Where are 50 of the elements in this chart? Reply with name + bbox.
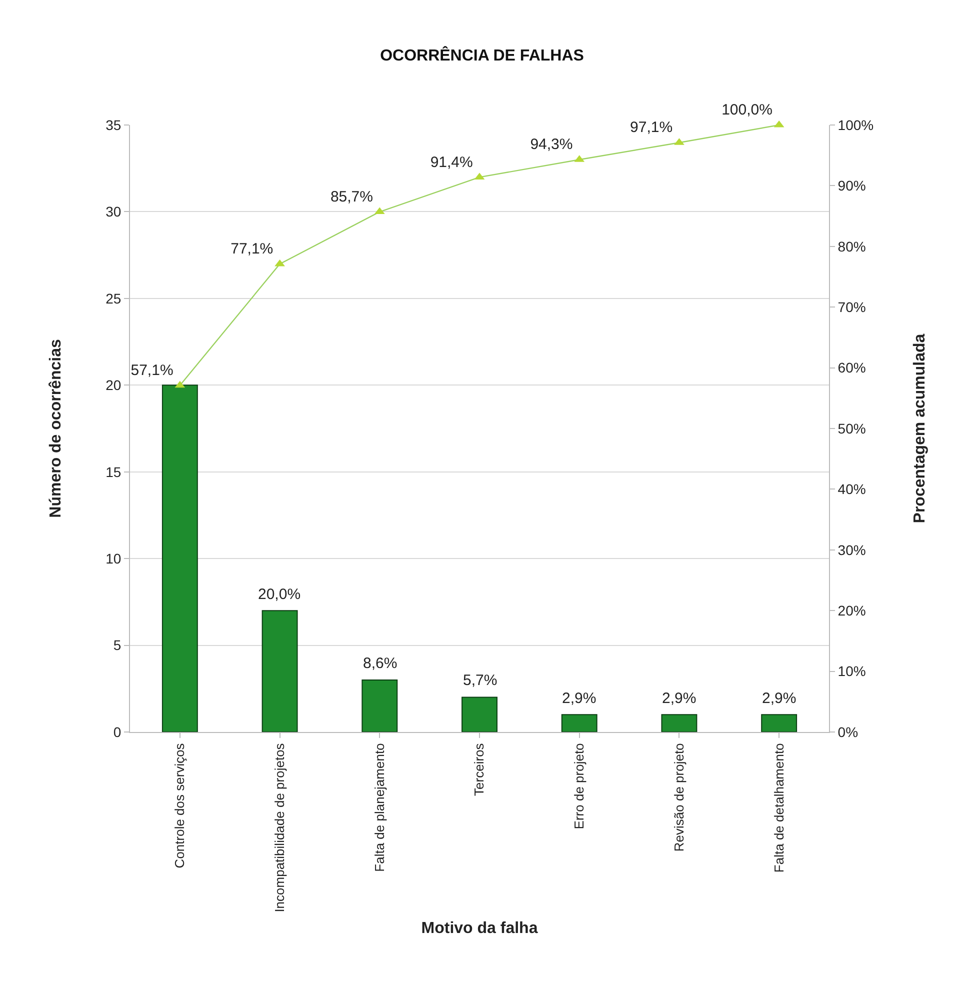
x-axis-title: Motivo da falha (421, 920, 538, 938)
x-tick-label: Terceiros (472, 742, 487, 796)
y2-tick-label: 30% (838, 542, 866, 558)
annotation: 2,9% (562, 690, 596, 707)
y-tick-label: 5 (113, 637, 122, 654)
y2-tick-label: 0% (838, 724, 858, 740)
bar (661, 714, 698, 732)
x-tick-label: Controle dos serviços (172, 742, 188, 868)
data-label: 57,1% (130, 362, 174, 380)
y2-tick-label: 90% (838, 178, 866, 194)
y2-tick-label: 100% (838, 116, 874, 133)
data-label: 97,1% (630, 119, 673, 136)
y-tick-label: 10 (106, 550, 122, 566)
y-tick-label: 35 (106, 116, 122, 133)
y2-tick-label: 50% (838, 420, 866, 436)
y2-tick-label: 10% (838, 663, 866, 680)
annotation: 8,6% (363, 655, 398, 672)
annotation: 20,0% (258, 586, 301, 603)
x-tick-label: Revisão de projeto (671, 743, 686, 852)
y-axis-title: Número de ocorrências (48, 339, 65, 518)
annotation: 2,9% (762, 690, 796, 707)
y-tick-label: 15 (106, 464, 122, 480)
y2-axis-title: Procentagem acumulada (911, 334, 928, 524)
bar (561, 714, 598, 732)
data-label: 85,7% (330, 188, 374, 206)
chart-title: OCORRÊNCIA DE FALHAS (380, 46, 584, 65)
data-label: 100,0% (722, 102, 772, 119)
y2-tick-label: 80% (838, 238, 866, 254)
y-tick-label: 30 (106, 204, 122, 220)
y2-tick-label: 20% (838, 602, 866, 618)
bar (462, 696, 498, 732)
annotation: 2,9% (662, 690, 696, 707)
y-tick-label: 20 (106, 377, 122, 394)
data-label: 94,3% (530, 136, 573, 154)
annotation: 5,7% (463, 672, 498, 689)
y2-tick-label: 60% (838, 360, 866, 376)
bar (362, 679, 398, 732)
data-label: 91,4% (430, 154, 473, 171)
y-tick-label: 25 (106, 290, 122, 306)
x-tick-label: Erro de projeto (572, 743, 587, 830)
y2-tick-label: 70% (838, 299, 866, 315)
y2-tick-label: 40% (838, 481, 866, 498)
bar (162, 384, 198, 732)
data-label: 77,1% (230, 240, 274, 258)
x-tick-label: Falta de detalhamento (771, 743, 786, 873)
x-tick-label: Falta de planejamento (372, 743, 387, 872)
bar (761, 714, 798, 732)
x-tick-label: Incompatibilidade de projetos (272, 742, 288, 912)
bar (262, 610, 298, 732)
y-tick-label: 0 (113, 724, 122, 740)
